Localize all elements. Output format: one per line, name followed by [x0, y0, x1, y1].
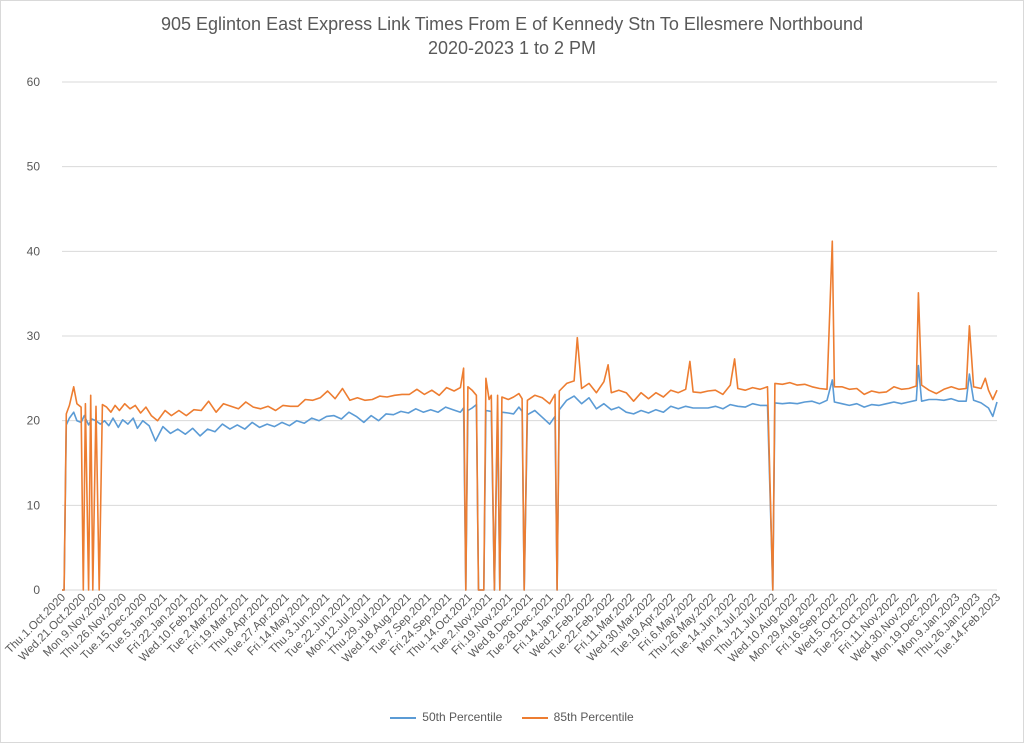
chart-subtitle: 2020-2023 1 to 2 PM — [427, 38, 597, 58]
legend-item-50th: 50th Percentile — [390, 710, 502, 724]
series-line-85th — [62, 240, 998, 591]
legend-item-85th: 85th Percentile — [521, 710, 634, 724]
y-tick-label: 10 — [27, 498, 41, 512]
chart-title-block: 905 Eglinton East Express Link Times Fro… — [0, 12, 1024, 60]
y-tick-label: 20 — [27, 414, 41, 428]
legend-swatch-85th — [521, 716, 548, 719]
legend: 50th Percentile 85th Percentile — [0, 710, 1024, 724]
y-tick-label: 60 — [27, 75, 41, 89]
legend-swatch-50th — [390, 716, 417, 719]
y-tick-label: 40 — [27, 244, 41, 258]
y-tick-label: 30 — [27, 329, 41, 343]
chart-title: 905 Eglinton East Express Link Times Fro… — [160, 14, 864, 34]
y-tick-label: 50 — [27, 160, 41, 174]
x-axis-ticks: Thu.1.Oct.2020Wed.21.Oct.2020Mon.9.Nov.2… — [4, 592, 1004, 665]
series-lines — [62, 240, 998, 591]
y-axis-ticks: 0 10 20 30 40 50 60 — [27, 75, 41, 597]
y-tick-label: 0 — [33, 583, 40, 597]
legend-label-85th: 85th Percentile — [553, 710, 634, 724]
gridlines — [62, 81, 997, 591]
legend-label-50th: 50th Percentile — [422, 710, 503, 724]
